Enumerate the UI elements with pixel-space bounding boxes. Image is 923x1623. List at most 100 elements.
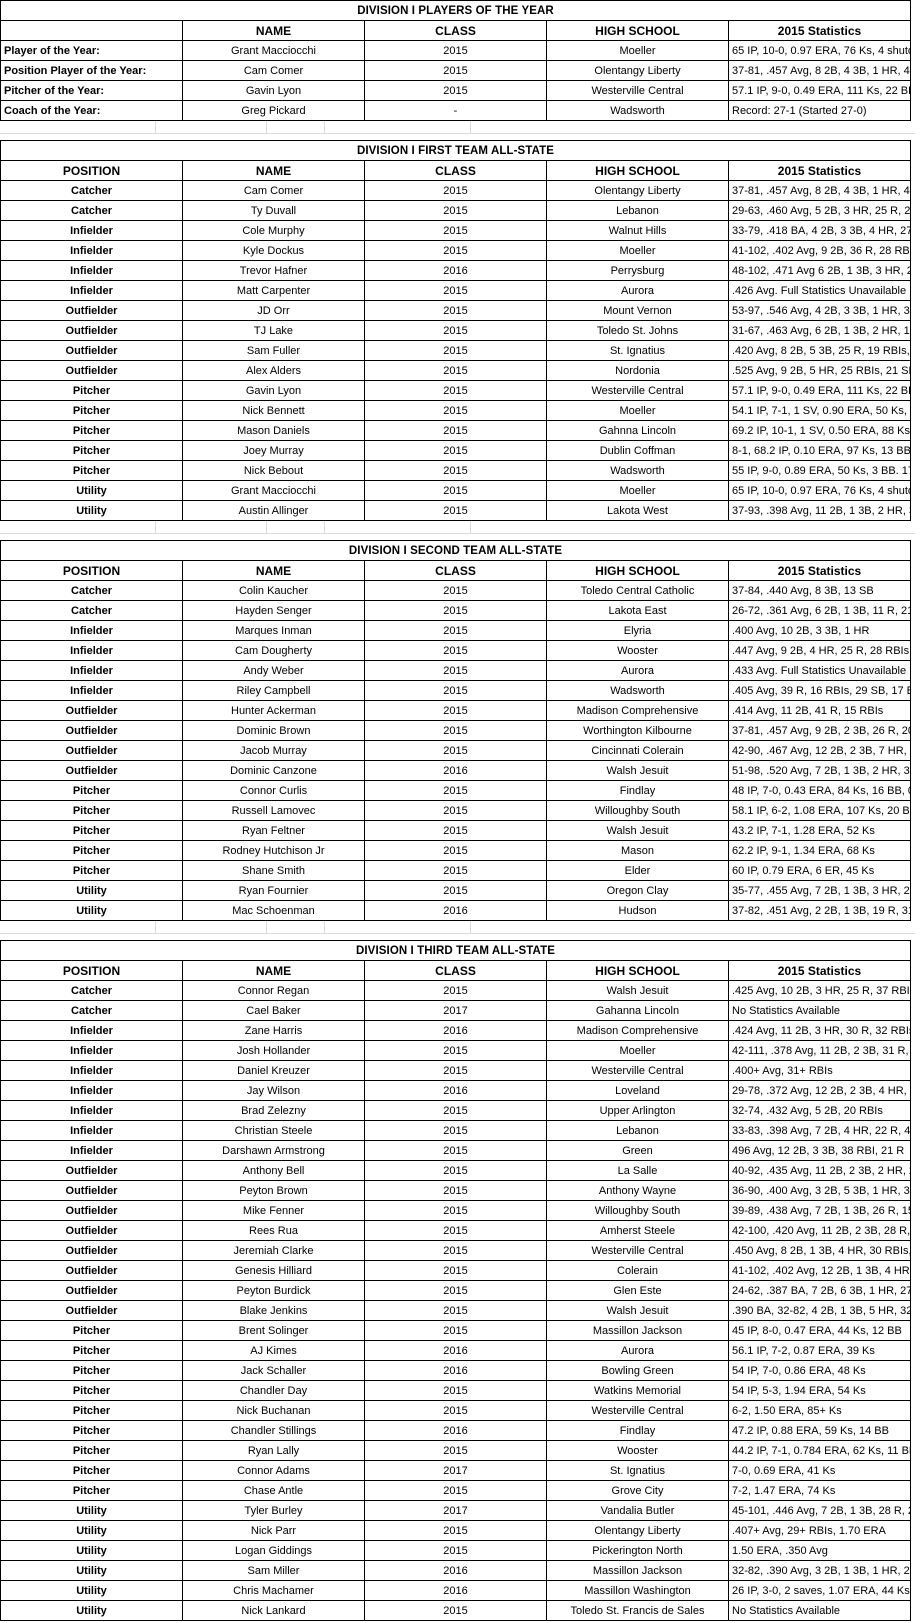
table-row: Pitcher AJ Kimes 2016 Aurora 56.1 IP, 7-2, 0… [0,1340,911,1361]
cell-statistics: 37-84, .440 Avg, 8 3B, 13 SB [728,580,911,601]
cell-class: 2015 [364,400,547,421]
gap-cell [470,921,915,934]
cell-high-school: Westerville Central [546,1400,729,1421]
gap-cell [324,121,471,134]
cell-high-school: Nordonia [546,360,729,381]
table-row: Outfielder Sam Fuller 2015 St. Ignatius .420… [0,340,911,361]
cell-high-school: Wadsworth [546,460,729,481]
cell-high-school: Findlay [546,780,729,801]
column-header-statistics: 2015 Statistics [728,20,911,41]
cell-position: Pitcher [0,420,183,441]
cell-name: Peyton Burdick [182,1280,365,1301]
cell-high-school: Lakota West [546,500,729,521]
table-row: Outfielder Peyton Burdick 2015 Glen Este 24-… [0,1280,911,1301]
cell-name: Ty Duvall [182,200,365,221]
cell-statistics: 54 IP, 5-3, 1.94 ERA, 54 Ks [728,1380,911,1401]
cell-class: 2015 [364,1200,547,1221]
cell-position: Catcher [0,580,183,601]
cell-class: 2015 [364,80,547,101]
cell-high-school: Toledo St. Francis de Sales [546,1600,729,1621]
cell-name: Rees Rua [182,1220,365,1241]
cell-high-school: Wooster [546,1440,729,1461]
cell-high-school: Amherst Steele [546,1220,729,1241]
table-row: Utility Tyler Burley 2017 Vandalia Butler 45… [0,1500,911,1521]
cell-position: Outfielder [0,300,183,321]
table-row: Pitcher Chandler Day 2015 Watkins Memorial 5… [0,1380,911,1401]
cell-statistics: 29-63, .460 Avg, 5 2B, 3 HR, 25 R, 23 RB… [728,200,911,221]
cell-high-school: Olentangy Liberty [546,180,729,201]
cell-class: - [364,100,547,121]
cell-high-school: Lebanon [546,200,729,221]
cell-name: Matt Carpenter [182,280,365,301]
cell-statistics: 8-1, 68.2 IP, 0.10 ERA, 97 Ks, 13 BB [728,440,911,461]
table-row: Infielder Brad Zelezny 2015 Upper Arlington… [0,1100,911,1121]
cell-statistics: .433 Avg. Full Statistics Unavailable [728,660,911,681]
table-row: Pitcher Nick Bebout 2015 Wadsworth 55 IP, 9-… [0,460,911,481]
cell-high-school: Moeller [546,400,729,421]
cell-name: Nick Buchanan [182,1400,365,1421]
gap-cell [155,121,267,134]
cell-name: Jay Wilson [182,1080,365,1101]
table-row: Infielder Matt Carpenter 2015 Aurora .426 Av… [0,280,911,301]
cell-name: Nick Bennett [182,400,365,421]
cell-class: 2015 [364,1220,547,1241]
cell-class: 2015 [364,860,547,881]
cell-high-school: Oregon Clay [546,880,729,901]
cell-high-school: Dublin Coffman [546,440,729,461]
cell-position: Infielder [0,260,183,281]
cell-position: Outfielder [0,340,183,361]
cell-name: Nick Bebout [182,460,365,481]
table-row: Player of the Year: Grant Macciocchi 2015 M… [0,40,911,61]
cell-statistics: 47.2 IP, 0.88 ERA, 59 Ks, 14 BB [728,1420,911,1441]
cell-high-school: Walnut Hills [546,220,729,241]
cell-class: 2016 [364,1420,547,1441]
column-header-name: NAME [182,960,365,981]
cell-high-school: Madison Comprehensive [546,700,729,721]
gap-cell [155,521,267,534]
cell-class: 2015 [364,1480,547,1501]
cell-name: Connor Curlis [182,780,365,801]
table-row: Outfielder Dominic Canzone 2016 Walsh Jesui… [0,760,911,781]
cell-class: 2016 [364,1580,547,1601]
table-row: Catcher Connor Regan 2015 Walsh Jesuit .425 … [0,980,911,1001]
cell-statistics: 33-83, .398 Avg, 7 2B, 4 HR, 22 R, 43 RB… [728,1120,911,1141]
cell-name: Genesis Hilliard [182,1260,365,1281]
cell-position: Pitcher [0,780,183,801]
cell-high-school: Wadsworth [546,680,729,701]
cell-name: Chandler Day [182,1380,365,1401]
cell-high-school: Grove City [546,1480,729,1501]
cell-high-school: Cincinnati Colerain [546,740,729,761]
cell-class: 2015 [364,380,547,401]
table-row: Outfielder Jacob Murray 2015 Cincinnati Col… [0,740,911,761]
table-row: Utility Chris Machamer 2016 Massillon Washi… [0,1580,911,1601]
cell-class: 2015 [364,1140,547,1161]
cell-name: Zane Harris [182,1020,365,1041]
cell-class: 2015 [364,360,547,381]
cell-position: Pitcher [0,1340,183,1361]
cell-statistics: .400+ Avg, 31+ RBIs [728,1060,911,1081]
cell-statistics: 1.50 ERA, .350 Avg [728,1540,911,1561]
cell-position: Pitcher [0,1380,183,1401]
table-row: Pitcher Rodney Hutchison Jr 2015 Mason 62.2 … [0,840,911,861]
cell-statistics: 57.1 IP, 9-0, 0.49 ERA, 111 Ks, 22 BBs [728,380,911,401]
cell-statistics: 44.2 IP, 7-1, 0.784 ERA, 62 Ks, 11 BB [728,1440,911,1461]
cell-position: Infielder [0,1120,183,1141]
cell-class: 2015 [364,500,547,521]
table-row: Pitcher Connor Curlis 2015 Findlay 48 IP, 7-… [0,780,911,801]
cell-high-school: Moeller [546,40,729,61]
cell-class: 2015 [364,620,547,641]
cell-name: Hayden Senger [182,600,365,621]
cell-high-school: Glen Este [546,1280,729,1301]
cell-high-school: Wooster [546,640,729,661]
table-row: Infielder Daniel Kreuzer 2015 Westerville C… [0,1060,911,1081]
cell-class: 2015 [364,60,547,81]
table-row: Pitcher Connor Adams 2017 St. Ignatius 7-0, … [0,1460,911,1481]
table-row: Pitcher Shane Smith 2015 Elder 60 IP, 0.79 E… [0,860,911,881]
cell-statistics: 37-81, .457 Avg, 8 2B, 4 3B, 1 HR, 41 R,… [728,180,911,201]
cell-position: Pitcher [0,840,183,861]
cell-high-school: Mason [546,840,729,861]
cell-high-school: Perrysburg [546,260,729,281]
cell-statistics: 6-2, 1.50 ERA, 85+ Ks [728,1400,911,1421]
cell-statistics: 24-62, .387 BA, 7 2B, 6 3B, 1 HR, 27 R, … [728,1280,911,1301]
cell-high-school: La Salle [546,1160,729,1181]
